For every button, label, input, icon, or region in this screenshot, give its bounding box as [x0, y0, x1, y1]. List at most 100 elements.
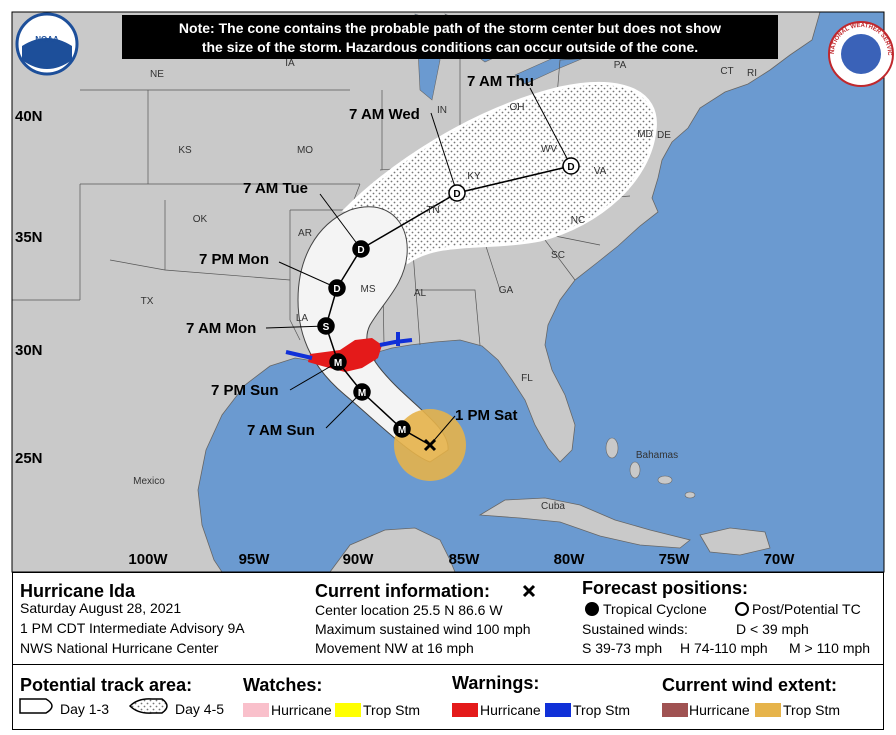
place-label: VA: [594, 166, 607, 177]
forecast-symbol: D: [357, 245, 364, 256]
cone-day-4-5: [341, 81, 657, 265]
leader-line: [265, 325, 327, 329]
hispaniola: [699, 527, 771, 556]
place-label: Cuba: [541, 501, 565, 512]
longitude-label: 100W: [128, 551, 168, 568]
leader-line: [278, 261, 338, 289]
place-label: AR: [298, 228, 312, 239]
current-position: [423, 438, 437, 452]
cuba: [478, 497, 691, 549]
forecast-symbol: M: [358, 388, 366, 399]
latitude-label: 35N: [15, 229, 43, 246]
day45-icon: [128, 698, 168, 714]
bahamas: [605, 437, 696, 499]
post-potential-icon: [735, 602, 749, 616]
place-label: FL: [521, 373, 533, 384]
forecast-point: [393, 420, 411, 438]
forecast-point: [352, 240, 370, 258]
storm-date: Saturday August 28, 2021: [20, 600, 182, 616]
forecast-symbol: M: [398, 425, 406, 436]
place-label: OH: [510, 102, 525, 113]
forecast-positions-title: Forecast positions:: [582, 578, 749, 598]
trop-stm-warning-swatch: [545, 703, 571, 717]
longitude-label: 85W: [449, 551, 481, 568]
tropical-cyclone-label: Tropical Cyclone: [603, 601, 707, 617]
info-panel: [12, 572, 884, 730]
place-label: OK: [193, 214, 208, 225]
forecast-time-label: 1 PM Sat: [455, 407, 518, 424]
hurricane-warning: [308, 338, 382, 372]
note-line: Note: The cone contains the probable pat…: [179, 20, 721, 36]
place-label: KS: [178, 145, 192, 156]
wind-category: S 39-73 mph: [582, 640, 663, 656]
place-label: CT: [720, 66, 733, 77]
hurricane-watch-swatch: [243, 703, 269, 717]
forecast-symbol: D: [567, 162, 574, 173]
forecast-point: [317, 317, 335, 335]
place-label: TX: [141, 296, 154, 307]
current-info-line: Maximum sustained wind 100 mph: [315, 621, 531, 637]
current-info-line: Center location 25.5 N 86.6 W: [315, 602, 503, 618]
latitude-label: 40N: [15, 108, 43, 125]
trop-stm-extent-label: Trop Stm: [783, 702, 841, 718]
leader-line: [319, 193, 362, 250]
storm-center: NWS National Hurricane Center: [20, 640, 219, 656]
hurricane-extent-swatch: [662, 703, 688, 717]
hurricane-warning-label: Hurricane: [480, 702, 541, 718]
forecast-time-label: 7 AM Sun: [247, 422, 315, 439]
place-label: IN: [437, 105, 447, 116]
note-line: the size of the storm. Hazardous conditi…: [202, 39, 698, 55]
forecast-point: [448, 184, 466, 202]
storm-name: Hurricane Ida: [20, 581, 136, 601]
warnings-title: Warnings:: [452, 673, 540, 693]
place-label: TN: [426, 205, 439, 216]
noaa-logo-wave: [22, 38, 72, 69]
map-body: [12, 12, 884, 572]
place-label: GA: [499, 285, 514, 296]
place-label: MD: [637, 129, 653, 140]
hurricane-warning-swatch: [452, 703, 478, 717]
cone-day-1-3: [297, 206, 449, 463]
latitude-label: 25N: [15, 450, 43, 467]
trop-stm-warning-label: Trop Stm: [573, 702, 631, 718]
leader-line: [529, 87, 572, 167]
leader-line: [430, 112, 458, 194]
longitude-label: 95W: [239, 551, 271, 568]
forecast-time-label: 7 AM Wed: [349, 106, 420, 123]
place-label: AL: [414, 288, 427, 299]
current-info-title: Current information:: [315, 581, 490, 601]
place-label: NC: [571, 215, 585, 226]
forecast-time-label: 7 AM Tue: [243, 180, 308, 197]
nws-logo-center: [841, 34, 881, 74]
current-position-icon: [522, 584, 536, 598]
longitude-label: 90W: [343, 551, 375, 568]
day45-label: Day 4-5: [175, 701, 225, 717]
storm-advisory: 1 PM CDT Intermediate Advisory 9A: [20, 620, 245, 636]
latitude-label: 30N: [15, 342, 43, 359]
longitude-label: 80W: [554, 551, 586, 568]
forecast-time-label: 7 AM Mon: [186, 320, 256, 337]
place-label: LA: [296, 313, 309, 324]
forecast-symbol: D: [333, 284, 340, 295]
forecast-time-label: 7 AM Thu: [467, 73, 534, 90]
forecast-time-label: 7 PM Sun: [211, 382, 279, 399]
hurricane-extent-label: Hurricane: [689, 702, 750, 718]
forecast-point: [562, 157, 580, 175]
track-area-title: Potential track area:: [20, 675, 193, 695]
place-label: MO: [297, 145, 313, 156]
forecast-time-label: 7 PM Mon: [199, 251, 269, 268]
longitude-label: 75W: [659, 551, 691, 568]
tropical-cyclone-icon: [585, 602, 599, 616]
leader-line: [289, 361, 339, 391]
forecast-symbol: M: [334, 358, 342, 369]
trop-stm-watch-label: Trop Stm: [363, 702, 421, 718]
place-label: Bahamas: [636, 450, 678, 461]
place-label: IA: [285, 58, 295, 69]
trop-stm-extent-swatch: [755, 703, 781, 717]
wind-category: M > 110 mph: [789, 640, 871, 656]
forecast-point: [353, 383, 371, 401]
place-label: Mexico: [133, 476, 165, 487]
tropical-storm-warning: [285, 332, 413, 360]
place-label: DE: [657, 130, 671, 141]
